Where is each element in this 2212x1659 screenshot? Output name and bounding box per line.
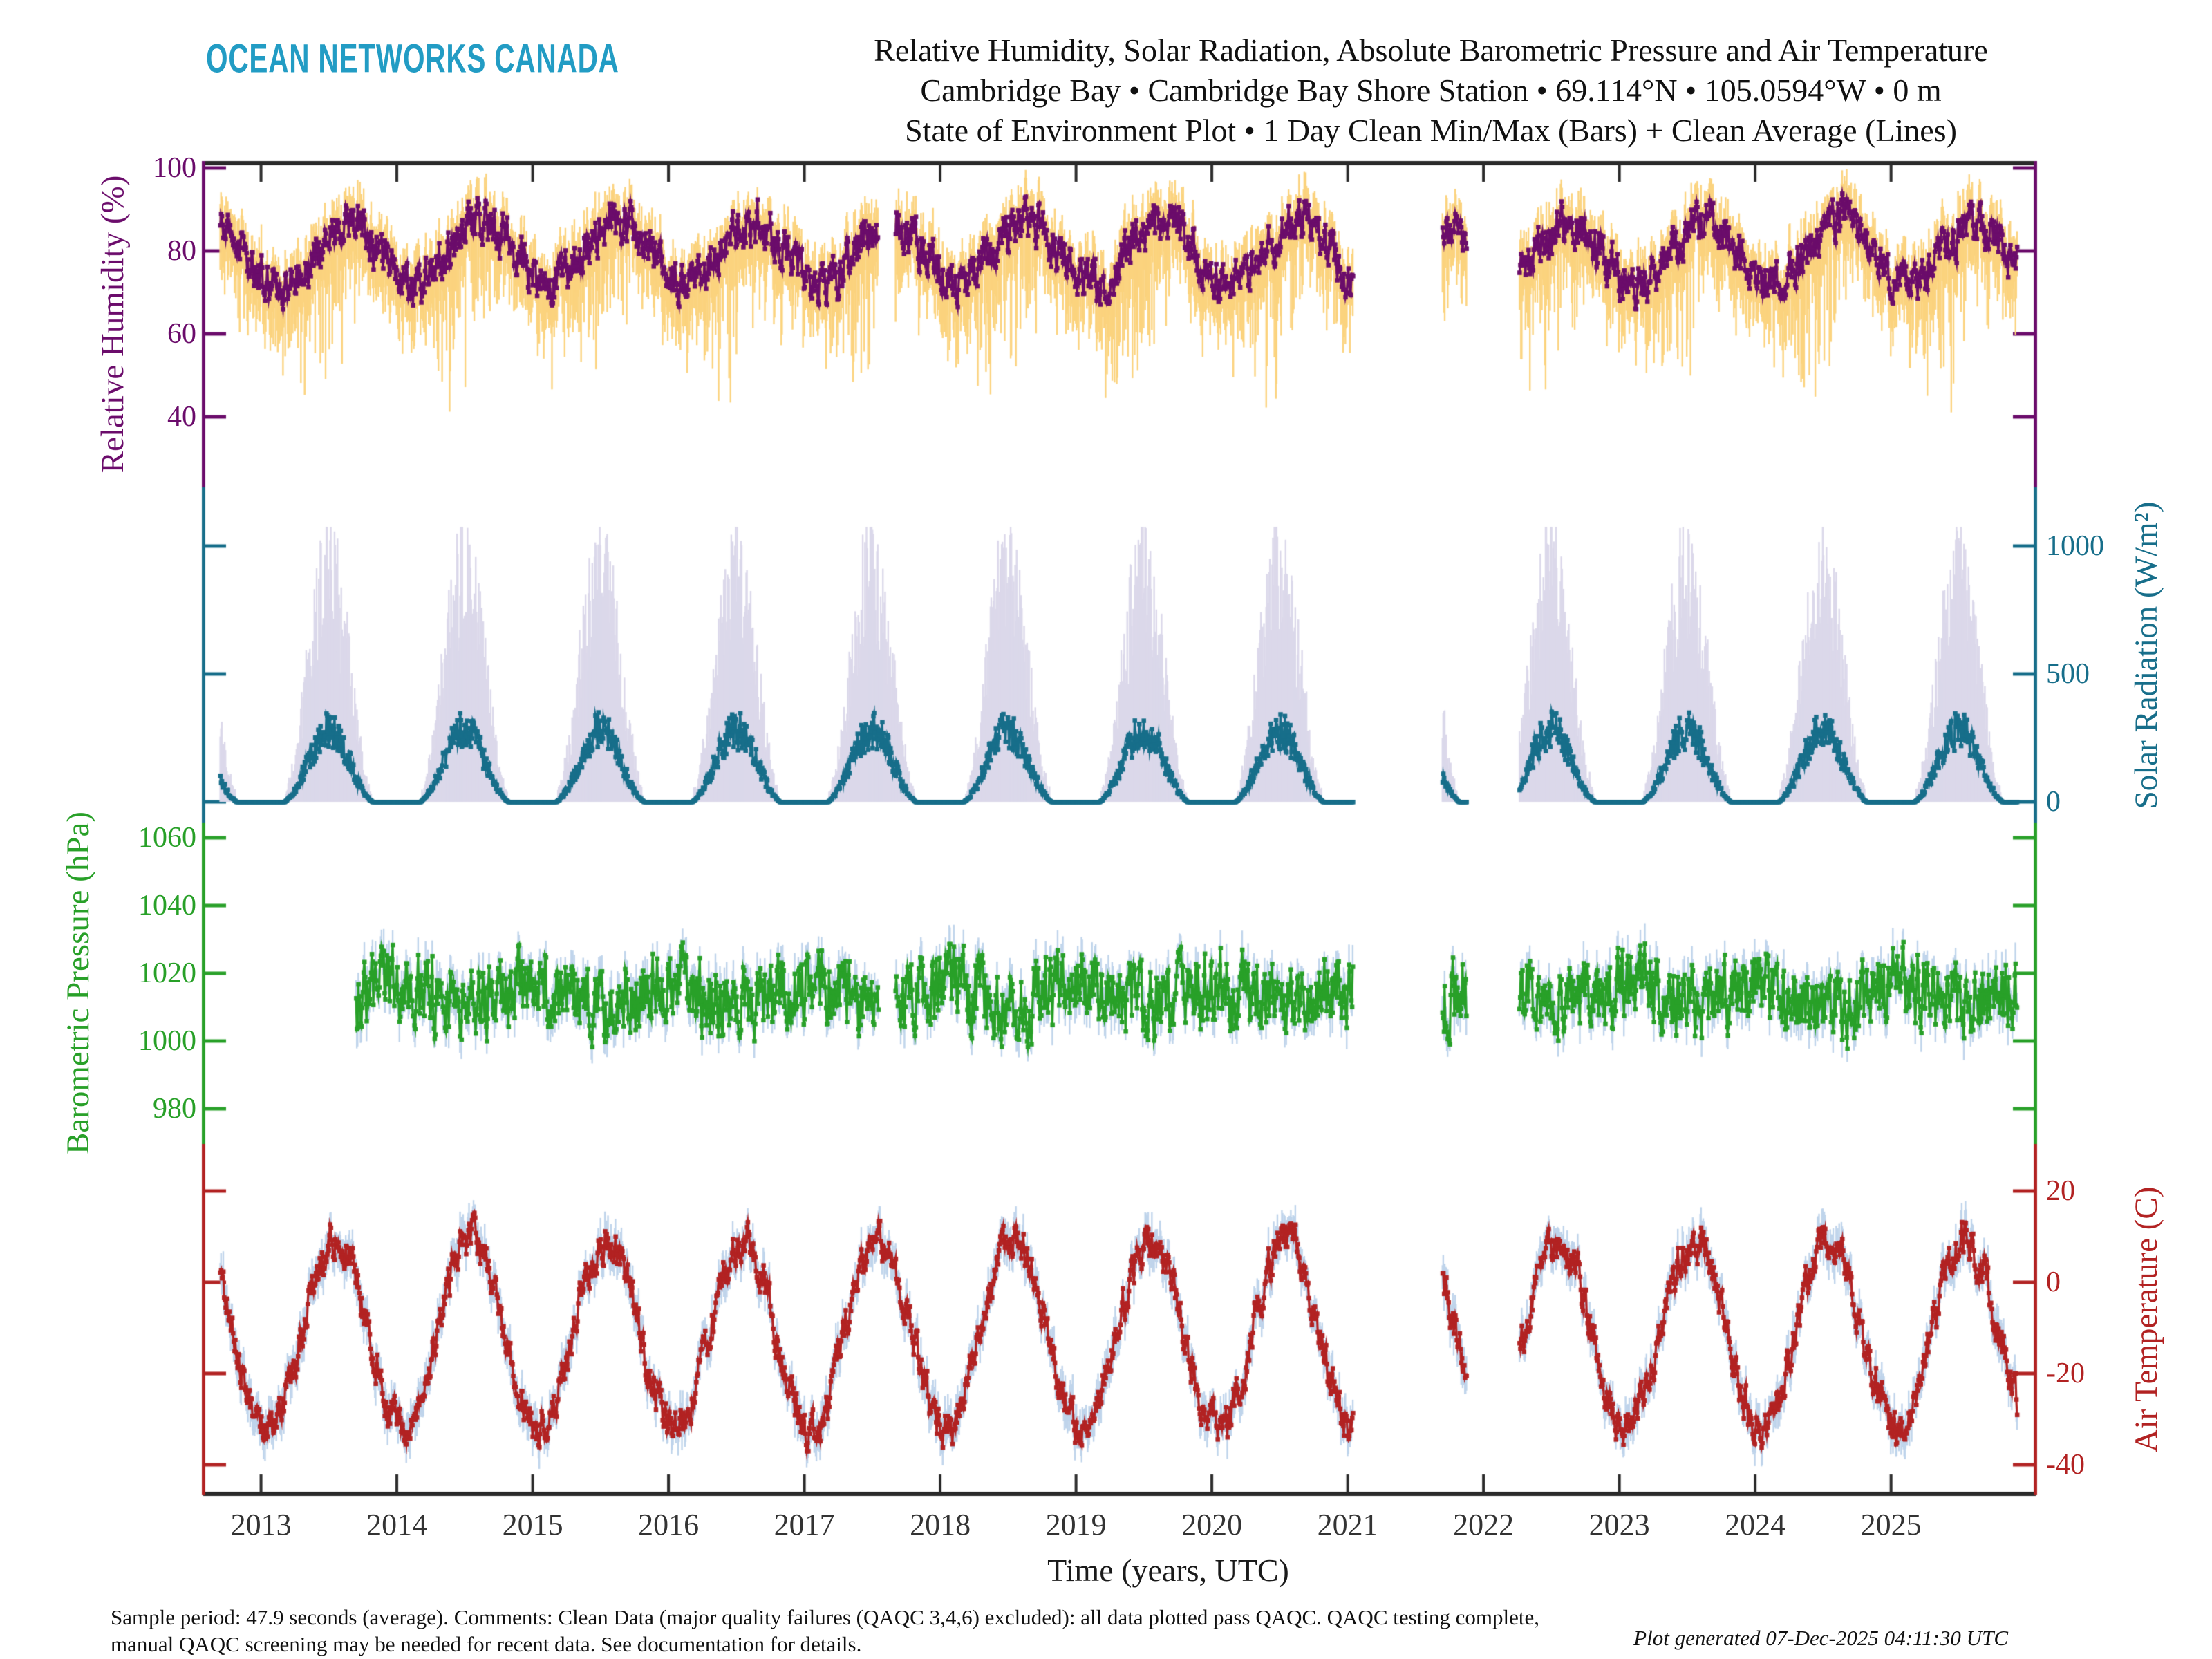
year-label-2021: 2021 [1317,1508,1378,1541]
x-axis-title: Time (years, UTC) [1047,1553,1289,1588]
tick-label-barometric-pressure-1060: 1060 [138,822,196,854]
tick-label-barometric-pressure-1000: 1000 [138,1025,196,1057]
tick-label-relative-humidity-60: 60 [167,318,196,350]
tick-label-air-temperature-0: 0 [2046,1266,2061,1298]
tick-label-air-temperature--40: -40 [2046,1449,2085,1481]
tick-label-air-temperature--20: -20 [2046,1358,2085,1389]
axis-title-solar-radiation: Solar Radiation (W/m²) [2128,501,2164,809]
plot-title-line3: State of Environment Plot • 1 Day Clean … [905,113,1957,148]
year-label-2013: 2013 [230,1508,292,1541]
axis-title-air-temperature: Air Temperature (C) [2128,1186,2164,1453]
plot-title-line1: Relative Humidity, Solar Radiation, Abso… [874,32,1988,68]
tick-label-relative-humidity-40: 40 [167,401,196,433]
year-label-2018: 2018 [910,1508,971,1541]
year-label-2019: 2019 [1045,1508,1107,1541]
year-label-2016: 2016 [638,1508,700,1541]
ocean-networks-canada-logo: OCEAN NETWORKS CANADA [206,37,619,82]
axis-title-barometric-pressure: Barometric Pressure (hPa) [60,812,96,1154]
year-label-2022: 2022 [1453,1508,1515,1541]
tick-label-relative-humidity-80: 80 [167,235,196,267]
plot-title-line2: Cambridge Bay • Cambridge Bay Shore Stat… [920,73,1942,108]
footer-comments-line2: manual QAQC screening may be needed for … [111,1632,862,1656]
tick-label-barometric-pressure-1020: 1020 [138,957,196,989]
footer-comments-line1: Sample period: 47.9 seconds (average). C… [111,1605,1540,1629]
tick-label-solar-radiation-0: 0 [2046,786,2061,818]
year-label-2017: 2017 [774,1508,835,1541]
tick-label-solar-radiation-1000: 1000 [2046,530,2104,562]
tick-label-barometric-pressure-980: 980 [153,1093,196,1125]
tick-label-relative-humidity-100: 100 [153,152,196,184]
tick-label-barometric-pressure-1040: 1040 [138,890,196,921]
year-label-2015: 2015 [502,1508,563,1541]
tick-label-solar-radiation-500: 500 [2046,658,2090,690]
axis-title-relative-humidity: Relative Humidity (%) [95,175,131,474]
year-label-2023: 2023 [1588,1508,1650,1541]
footer-generated-timestamp: Plot generated 07-Dec-2025 04:11:30 UTC [1633,1626,2008,1650]
year-label-2025: 2025 [1860,1508,1922,1541]
year-label-2024: 2024 [1725,1508,1786,1541]
year-label-2020: 2020 [1181,1508,1243,1541]
tick-label-air-temperature-20: 20 [2046,1175,2075,1207]
year-label-2014: 2014 [366,1508,428,1541]
